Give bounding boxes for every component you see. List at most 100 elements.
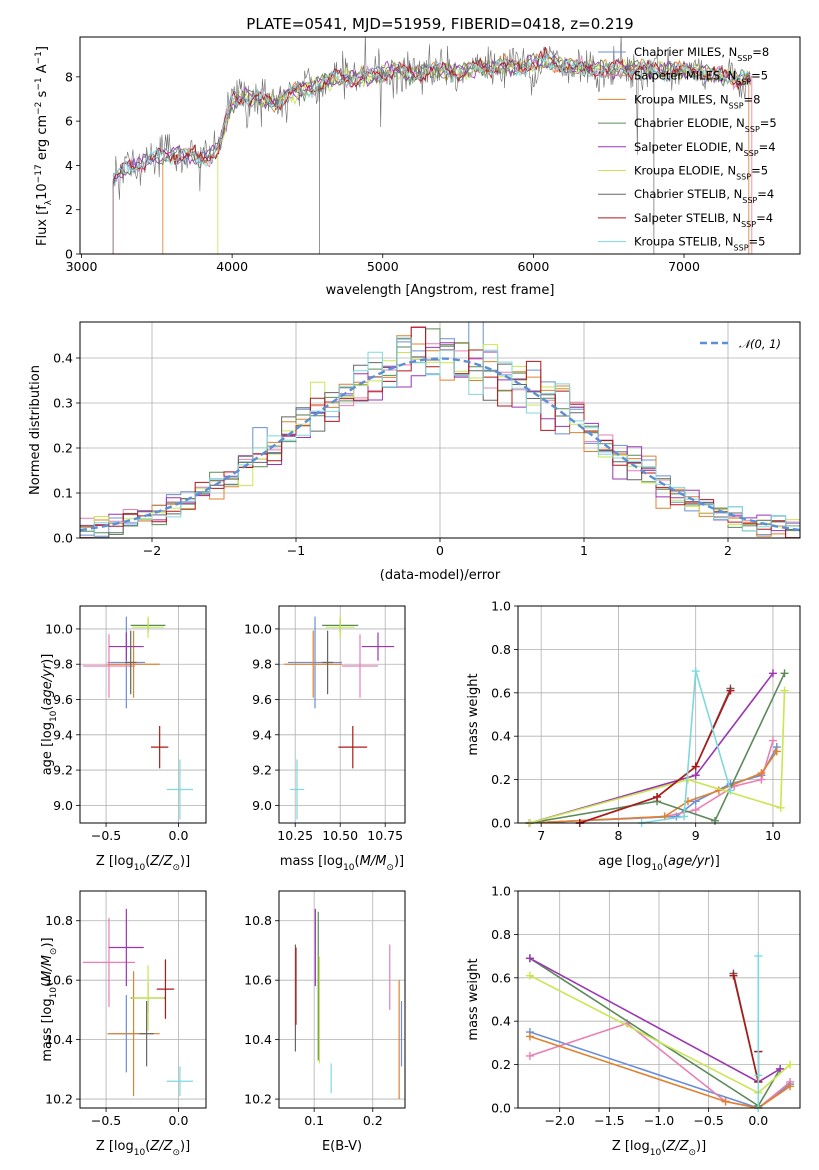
series-line-salpeter_elodie	[529, 957, 781, 1083]
series-line-salpeter_elodie	[529, 672, 774, 824]
y-tick-label: 0.2	[53, 441, 73, 456]
x-tick-label: 7	[537, 828, 545, 843]
marker-salpeter_stelib	[691, 762, 700, 771]
marker-chabrier_elodie	[780, 669, 789, 678]
hist-step-kroupa_stelib	[80, 337, 800, 538]
x-tick-label: 7000	[668, 259, 700, 274]
axes-frame	[278, 890, 406, 1109]
y-tick-label: 2	[65, 202, 73, 217]
y-tick-label: 9.8	[53, 657, 73, 672]
gaussian-curve	[80, 357, 800, 532]
x-tick-label: −1.5	[594, 1113, 624, 1128]
marker-kroupa_stelib	[754, 1071, 763, 1080]
spectrum-lines	[112, 37, 753, 254]
marker-kroupa_stelib	[726, 786, 735, 795]
y-tick-label: 0.2	[491, 772, 511, 787]
y-tick-label: 10.0	[45, 621, 73, 636]
legend-gauss-label: 𝒩(0, 1)	[739, 337, 781, 351]
x-tick-label: 0.2	[363, 1113, 383, 1128]
series-line-kroupa_miles	[529, 750, 778, 824]
legend-label-salpeter_miles: Salpeter MILES, NSSP=5	[634, 69, 768, 87]
y-tick-label: 0.4	[53, 351, 73, 366]
legend-label-chabrier_stelib: Chabrier STELIB, NSSP=4	[634, 187, 774, 205]
weight-lines	[525, 952, 795, 1112]
x-axis-label: E(B-V)	[322, 1139, 362, 1154]
x-tick-label: −0.5	[91, 828, 121, 843]
y-tick-label: 0.3	[53, 396, 73, 411]
marker-kroupa_elodie	[786, 1060, 795, 1069]
y-tick-label: 9.8	[252, 657, 272, 672]
marker-kroupa_elodie	[525, 971, 534, 980]
y-tick-label: 9.0	[53, 798, 73, 813]
y-tick-label: 0.8	[491, 642, 511, 657]
x-tick-label: 10.75	[367, 828, 403, 843]
x-tick-label: 10.50	[322, 828, 358, 843]
y-tick-label: 9.2	[252, 763, 272, 778]
mass-weight-vs-metallicity-panel: −2.0 −1.5 −1.0 −0.5 0.0 0.0 0.2 0.4 0.6 0.8 1.0 Z […	[466, 884, 801, 1158]
y-tick-label: 4	[65, 158, 73, 173]
y-tick-label: 9.4	[252, 727, 272, 742]
axes-frame	[79, 36, 801, 255]
marker-kroupa_elodie	[776, 803, 785, 812]
y-tick-label: 0.0	[53, 531, 73, 546]
y-tick-label: 8	[65, 69, 73, 84]
y-tick-label: 10.8	[244, 913, 272, 928]
legend-label-chabrier_miles: Chabrier MILES, NSSP=8	[634, 45, 769, 63]
y-tick-label: 10.4	[244, 1032, 272, 1047]
marker-kroupa_miles	[721, 1097, 730, 1106]
y-tick-label: 9.2	[53, 763, 73, 778]
y-tick-label: 9.6	[53, 692, 73, 707]
marker-salpeter_stelib	[726, 686, 735, 695]
x-tick-label: −0.5	[693, 1113, 723, 1128]
axes-frame	[79, 321, 801, 539]
spectrum-line-kroupa_stelib	[112, 52, 751, 180]
y-tick-label: 9.0	[252, 798, 272, 813]
y-tick-label: 10.0	[244, 621, 272, 636]
y-tick-label: 0.6	[491, 970, 511, 985]
x-tick-label: 10	[765, 828, 781, 843]
y-tick-label: 0.2	[491, 1057, 511, 1072]
marker-salpeter_elodie	[776, 1064, 785, 1073]
x-axis-label: Z [log10(Z/Z⊙)]	[96, 1139, 190, 1158]
x-axis-label: age [log10(age/yr)]	[598, 854, 720, 873]
y-tick-label: 10.6	[45, 973, 73, 988]
y-tick-label: 0.6	[491, 685, 511, 700]
marker-kroupa_miles	[757, 769, 766, 778]
y-tick-label: 10.2	[244, 1092, 272, 1107]
series-line-chabrier_elodie	[529, 672, 786, 824]
mass-vs-metallicity-panel: −0.5 0.0 10.2 10.4 10.6 10.8 Z [log10(Z/Z⊙)] ma…	[40, 890, 207, 1158]
series-line-chabrier_elodie	[529, 957, 781, 1107]
x-tick-label: 8	[614, 828, 622, 843]
y-tick-label: 0	[65, 247, 73, 262]
figure-title: PLATE=0541, MJD=51959, FIBERID=0418, z=0…	[246, 15, 633, 33]
legend-label-kroupa_stelib: Kroupa STELIB, NSSP=5	[634, 235, 765, 253]
hist-steps	[80, 322, 800, 538]
marker-salpeter_elodie	[768, 669, 777, 678]
y-tick-label: 10.8	[45, 913, 73, 928]
marker-salpeter_stelib	[653, 792, 662, 801]
error-bars	[294, 908, 403, 1100]
marker-kroupa_elodie	[780, 686, 789, 695]
error-bars	[284, 616, 395, 820]
y-axis-label: Flux [fλ10−17 erg cm−2 s−1 A−1]	[34, 46, 54, 246]
x-tick-label: −1.0	[644, 1113, 674, 1128]
marker-kroupa_miles	[772, 747, 781, 756]
spectrum-panel: 3000 4000 5000 6000 7000 0 2 4 6 8 wavelength [Ang…	[34, 36, 801, 298]
x-tick-label: 3000	[66, 259, 98, 274]
weight-lines	[525, 667, 789, 827]
x-tick-label: 0.1	[304, 1113, 324, 1128]
residual-histogram-panel: −2 −1 0 1 2 0.0 0.1 0.2 0.3 0.4 (data-model)/error…	[28, 321, 801, 583]
marker-kroupa_stelib	[754, 952, 763, 961]
axes-frame	[517, 605, 801, 824]
y-tick-label: 6	[65, 114, 73, 129]
x-axis-label: wavelength [Angstrom, rest frame]	[326, 283, 555, 298]
y-tick-label: 10.2	[45, 1092, 73, 1107]
x-tick-label: −2.0	[545, 1113, 575, 1128]
y-tick-label: 9.4	[53, 727, 73, 742]
y-tick-label: 0.4	[491, 729, 511, 744]
axes-frame	[278, 605, 406, 824]
mass-weight-vs-age-panel: 7 8 9 10 0.0 0.2 0.4 0.6 0.8 1.0 age [log10(age/yr…	[466, 599, 801, 873]
mass-vs-ebv-panel: 0.1 0.2 10.2 10.4 10.6 10.8 E(B-V)	[244, 890, 406, 1154]
spectrum-line-kroupa_elodie	[217, 55, 750, 254]
